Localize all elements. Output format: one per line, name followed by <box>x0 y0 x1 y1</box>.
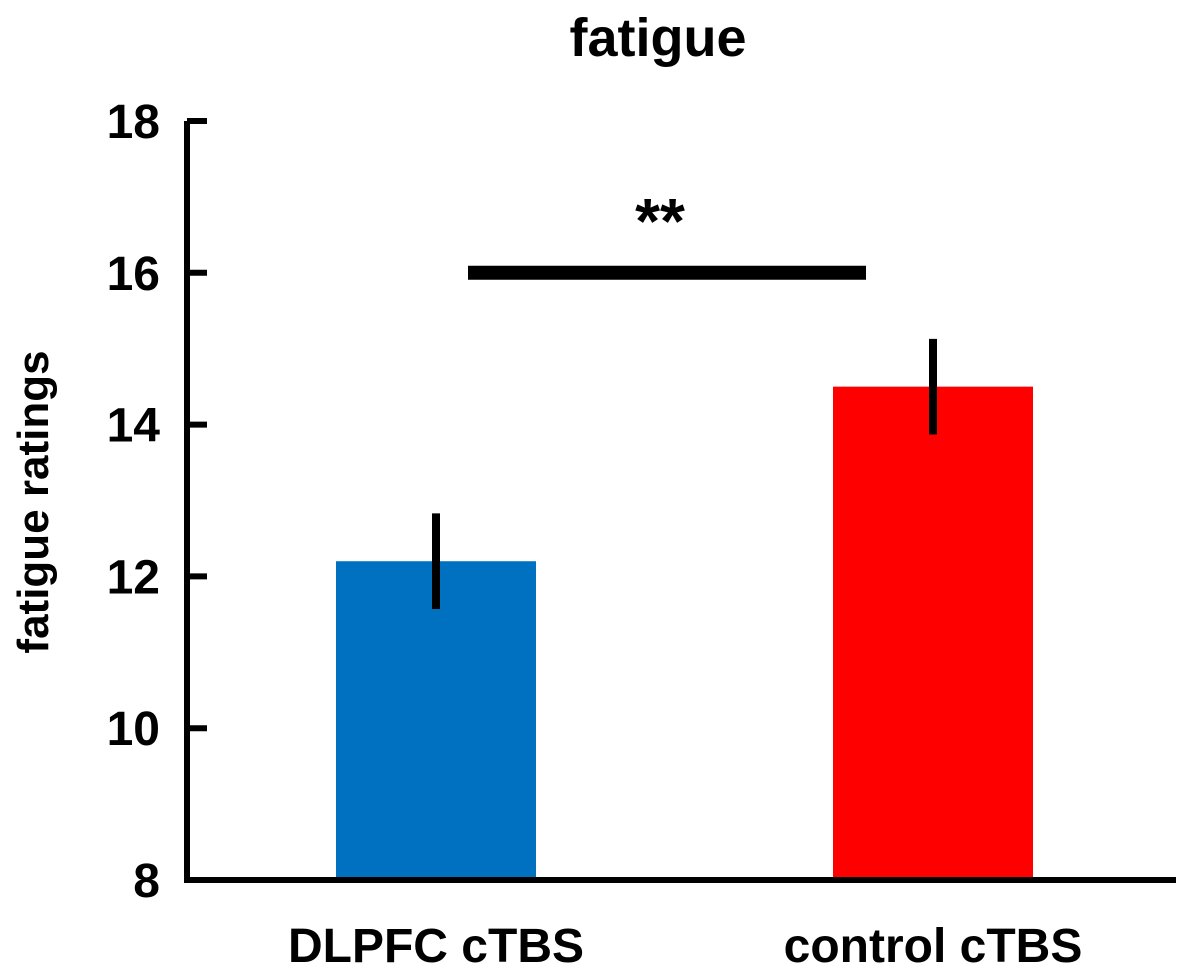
error-bars <box>432 338 937 610</box>
y-tick-label: 18 <box>107 96 160 149</box>
y-tick-label: 8 <box>133 855 160 908</box>
bar-dlpfc-ctbs <box>336 561 536 880</box>
y-tick-label: 12 <box>107 551 160 604</box>
category-label: control cTBS <box>784 920 1083 973</box>
category-labels: DLPFC cTBS control cTBS <box>288 920 1082 973</box>
y-tick-label: 16 <box>107 248 160 301</box>
category-label: DLPFC cTBS <box>288 920 584 973</box>
bar-control-ctbs <box>833 386 1033 880</box>
bars <box>336 386 1033 880</box>
y-tick-label: 10 <box>107 703 160 756</box>
y-axis-ticks: 8 10 12 14 16 18 <box>107 96 207 908</box>
y-tick-label: 14 <box>107 400 161 453</box>
significance-label: ** <box>635 185 685 257</box>
chart-title: fatigue <box>569 8 746 68</box>
y-axis-label: fatigue ratings <box>9 350 58 653</box>
